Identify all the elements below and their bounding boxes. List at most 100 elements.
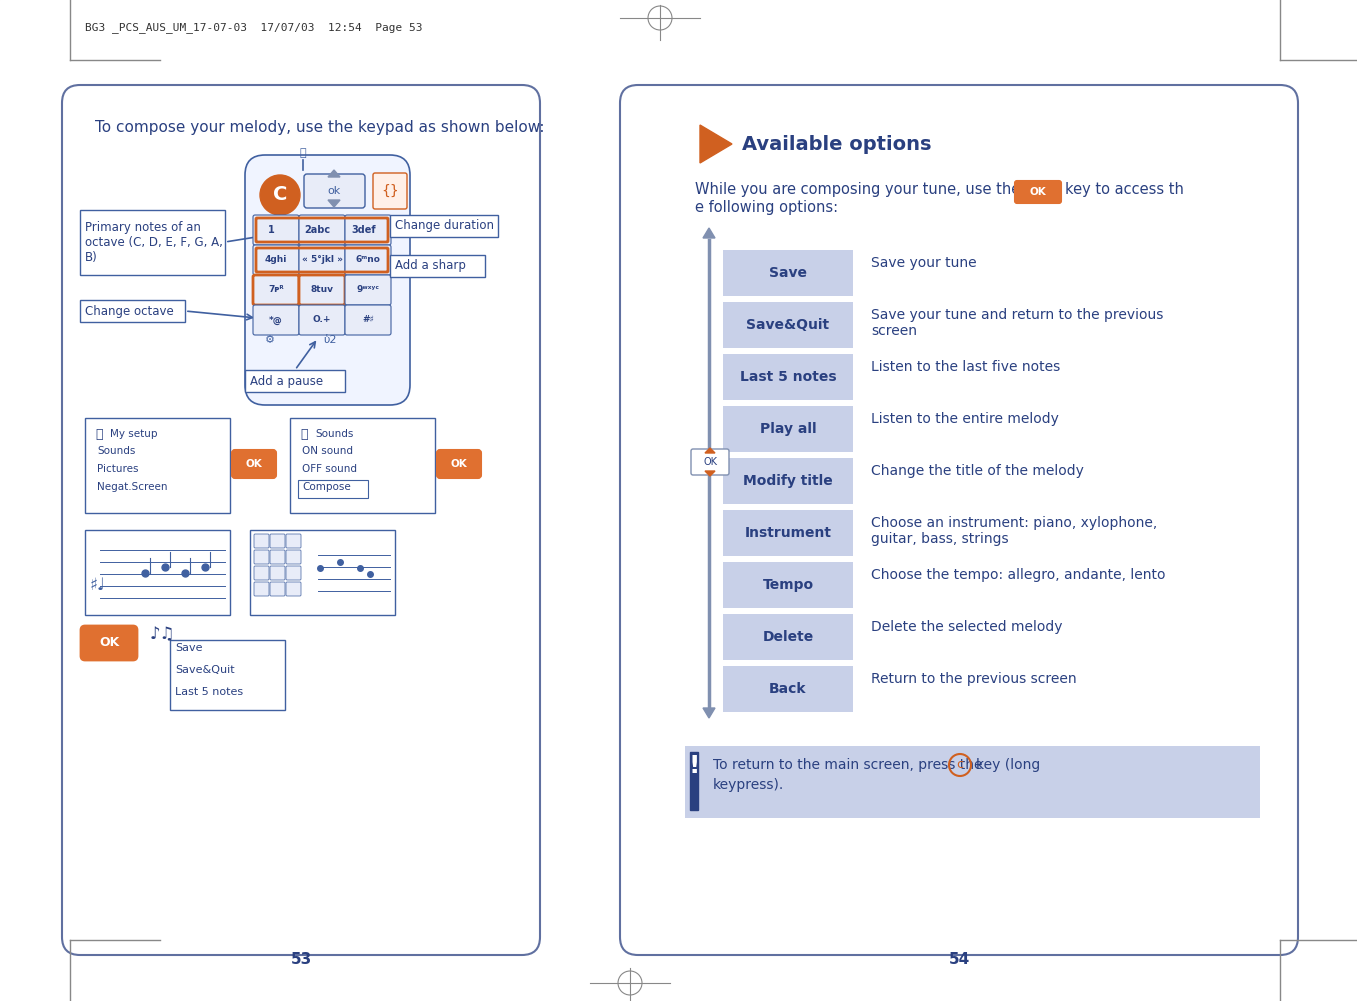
- FancyBboxPatch shape: [286, 550, 301, 564]
- Text: Modify title: Modify title: [744, 474, 833, 488]
- FancyBboxPatch shape: [299, 275, 345, 305]
- Text: ON sound: ON sound: [303, 446, 353, 456]
- Polygon shape: [703, 708, 715, 718]
- Text: « 5°jkl »: « 5°jkl »: [301, 255, 342, 264]
- FancyBboxPatch shape: [85, 418, 229, 513]
- Text: ⓘ: ⓘ: [300, 148, 307, 158]
- Text: c: c: [957, 759, 963, 772]
- FancyBboxPatch shape: [723, 510, 854, 556]
- FancyBboxPatch shape: [723, 354, 854, 400]
- FancyBboxPatch shape: [62, 85, 540, 955]
- FancyBboxPatch shape: [290, 418, 436, 513]
- Text: Choose the tempo: allegro, andante, lento: Choose the tempo: allegro, andante, lent…: [871, 568, 1166, 582]
- Text: Save: Save: [769, 266, 807, 280]
- Text: Save&Quit: Save&Quit: [746, 318, 829, 332]
- Text: 3def: 3def: [351, 225, 376, 235]
- FancyBboxPatch shape: [286, 534, 301, 548]
- FancyBboxPatch shape: [232, 450, 275, 478]
- Polygon shape: [700, 125, 731, 163]
- Text: OK: OK: [703, 457, 716, 467]
- FancyBboxPatch shape: [254, 566, 269, 580]
- FancyBboxPatch shape: [345, 215, 391, 245]
- FancyBboxPatch shape: [723, 302, 854, 348]
- Text: To compose your melody, use the keypad as shown below:: To compose your melody, use the keypad a…: [95, 120, 544, 135]
- Text: Available options: Available options: [742, 135, 931, 154]
- FancyBboxPatch shape: [81, 626, 137, 660]
- FancyBboxPatch shape: [723, 666, 854, 712]
- FancyBboxPatch shape: [299, 480, 368, 498]
- Text: key to access th: key to access th: [1065, 182, 1183, 197]
- Text: Instrument: Instrument: [745, 526, 832, 540]
- FancyBboxPatch shape: [345, 305, 391, 335]
- FancyBboxPatch shape: [254, 534, 269, 548]
- FancyBboxPatch shape: [389, 215, 498, 237]
- Text: Last 5 notes: Last 5 notes: [175, 687, 243, 697]
- Text: My setup: My setup: [110, 429, 157, 439]
- Text: 2abc: 2abc: [305, 225, 331, 235]
- Text: 54: 54: [949, 953, 970, 968]
- Circle shape: [261, 175, 300, 215]
- FancyBboxPatch shape: [80, 300, 185, 322]
- Text: BG3 _PCS_AUS_UM_17-07-03  17/07/03  12:54  Page 53: BG3 _PCS_AUS_UM_17-07-03 17/07/03 12:54 …: [85, 22, 422, 33]
- FancyBboxPatch shape: [80, 210, 225, 275]
- Text: While you are composing your tune, use the: While you are composing your tune, use t…: [695, 182, 1020, 197]
- FancyBboxPatch shape: [723, 406, 854, 452]
- FancyBboxPatch shape: [304, 174, 365, 208]
- Text: C: C: [273, 185, 288, 204]
- Text: Primary notes of an
octave (C, D, E, F, G, A,
B): Primary notes of an octave (C, D, E, F, …: [85, 221, 223, 264]
- Polygon shape: [706, 471, 715, 476]
- FancyBboxPatch shape: [691, 449, 729, 475]
- FancyBboxPatch shape: [1015, 181, 1061, 203]
- Text: ὑ2: ὑ2: [323, 335, 337, 345]
- FancyBboxPatch shape: [620, 85, 1299, 955]
- Text: 53: 53: [290, 953, 312, 968]
- Text: ♯♩: ♯♩: [90, 576, 106, 594]
- Text: Change the title of the melody: Change the title of the melody: [871, 464, 1084, 478]
- FancyBboxPatch shape: [723, 614, 854, 660]
- FancyBboxPatch shape: [252, 275, 299, 305]
- Polygon shape: [706, 448, 715, 453]
- Text: 1: 1: [269, 225, 275, 235]
- Text: Save your tune: Save your tune: [871, 256, 977, 270]
- FancyBboxPatch shape: [270, 550, 285, 564]
- Text: Change duration: Change duration: [395, 219, 494, 232]
- Text: ok: ok: [327, 186, 341, 196]
- Text: !: !: [688, 754, 700, 778]
- FancyBboxPatch shape: [345, 275, 391, 305]
- Text: Delete the selected melody: Delete the selected melody: [871, 620, 1063, 634]
- Text: OK: OK: [451, 459, 467, 469]
- Text: Save&Quit: Save&Quit: [175, 665, 235, 675]
- Text: 8tuv: 8tuv: [311, 285, 334, 294]
- Text: OK: OK: [246, 459, 262, 469]
- FancyBboxPatch shape: [286, 582, 301, 596]
- Text: OK: OK: [1030, 187, 1046, 197]
- Text: Listen to the entire melody: Listen to the entire melody: [871, 412, 1058, 426]
- Text: To return to the main screen, press the: To return to the main screen, press the: [712, 758, 982, 772]
- Text: {}: {}: [381, 184, 399, 198]
- Text: Save your tune and return to the previous
screen: Save your tune and return to the previou…: [871, 308, 1163, 338]
- FancyBboxPatch shape: [254, 550, 269, 564]
- Text: Play all: Play all: [760, 422, 817, 436]
- Text: Sounds: Sounds: [315, 429, 353, 439]
- FancyBboxPatch shape: [246, 370, 345, 392]
- Polygon shape: [703, 228, 715, 238]
- FancyBboxPatch shape: [345, 245, 391, 275]
- Text: Back: Back: [769, 682, 807, 696]
- Text: Delete: Delete: [763, 630, 814, 644]
- Text: keypress).: keypress).: [712, 778, 784, 792]
- Text: O.+: O.+: [312, 315, 331, 324]
- FancyBboxPatch shape: [270, 582, 285, 596]
- FancyBboxPatch shape: [270, 566, 285, 580]
- FancyBboxPatch shape: [299, 215, 345, 245]
- Text: Change octave: Change octave: [85, 304, 174, 317]
- FancyBboxPatch shape: [270, 534, 285, 548]
- Text: ♪♫: ♪♫: [151, 625, 175, 643]
- Text: e following options:: e following options:: [695, 200, 839, 215]
- Polygon shape: [328, 200, 341, 207]
- Text: 📱: 📱: [300, 428, 308, 441]
- FancyBboxPatch shape: [254, 582, 269, 596]
- FancyBboxPatch shape: [685, 746, 1261, 818]
- Text: 9ʷˣʸᶜ: 9ʷˣʸᶜ: [357, 285, 380, 294]
- Text: Return to the previous screen: Return to the previous screen: [871, 672, 1076, 686]
- Text: Sounds: Sounds: [96, 446, 136, 456]
